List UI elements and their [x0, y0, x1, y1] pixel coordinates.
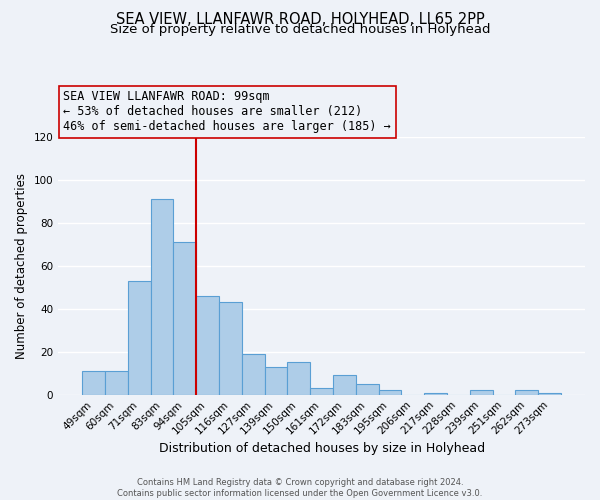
Bar — [151, 199, 173, 394]
Bar — [538, 392, 561, 394]
Bar — [128, 281, 151, 394]
Text: SEA VIEW LLANFAWR ROAD: 99sqm
← 53% of detached houses are smaller (212)
46% of : SEA VIEW LLANFAWR ROAD: 99sqm ← 53% of d… — [64, 90, 391, 134]
Bar — [265, 367, 287, 394]
Bar — [424, 392, 447, 394]
Text: SEA VIEW, LLANFAWR ROAD, HOLYHEAD, LL65 2PP: SEA VIEW, LLANFAWR ROAD, HOLYHEAD, LL65 … — [116, 12, 484, 28]
X-axis label: Distribution of detached houses by size in Holyhead: Distribution of detached houses by size … — [158, 442, 485, 455]
Text: Size of property relative to detached houses in Holyhead: Size of property relative to detached ho… — [110, 24, 490, 36]
Bar — [356, 384, 379, 394]
Bar — [219, 302, 242, 394]
Text: Contains HM Land Registry data © Crown copyright and database right 2024.
Contai: Contains HM Land Registry data © Crown c… — [118, 478, 482, 498]
Bar — [333, 376, 356, 394]
Bar — [379, 390, 401, 394]
Bar — [287, 362, 310, 394]
Bar — [82, 371, 105, 394]
Bar — [242, 354, 265, 395]
Bar — [470, 390, 493, 394]
Bar — [173, 242, 196, 394]
Y-axis label: Number of detached properties: Number of detached properties — [15, 173, 28, 359]
Bar — [196, 296, 219, 394]
Bar — [515, 390, 538, 394]
Bar — [310, 388, 333, 394]
Bar — [105, 371, 128, 394]
